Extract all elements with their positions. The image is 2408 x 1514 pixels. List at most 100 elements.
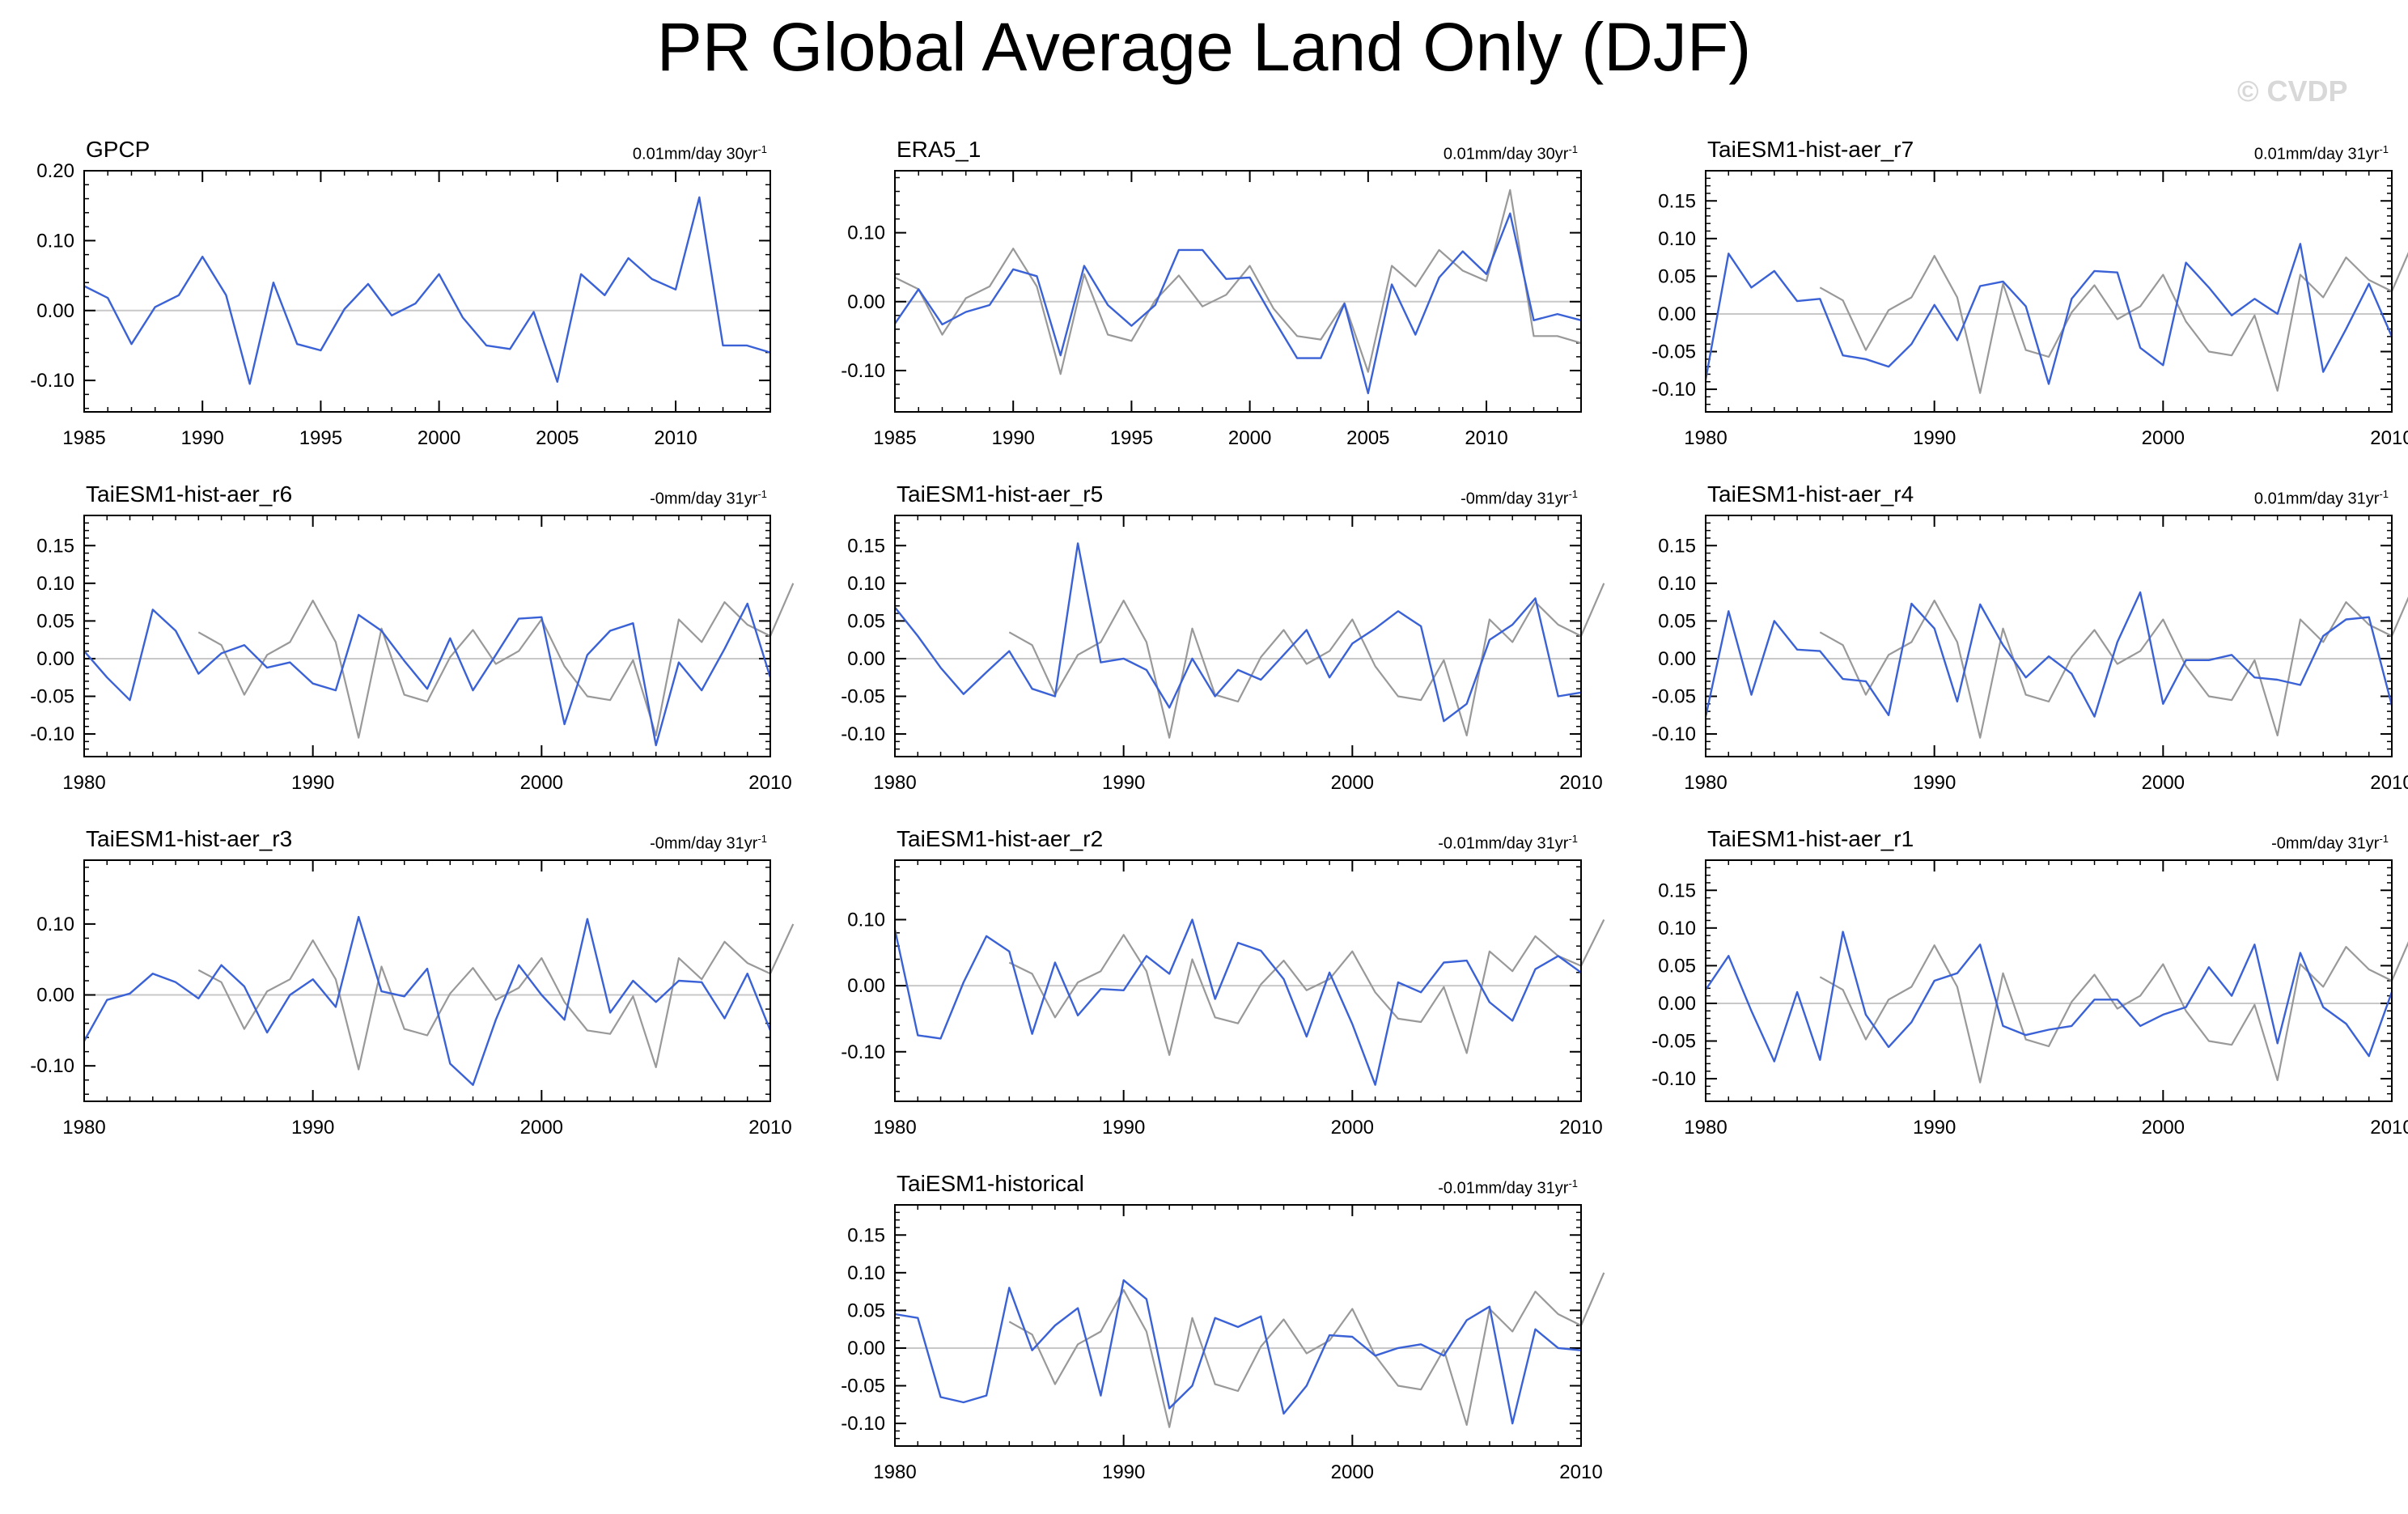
y-tick-label: 0.10 — [1658, 573, 1696, 595]
trend-value: -0mm/day 31yr — [650, 490, 758, 508]
y-tick-label: -0.10 — [1651, 379, 1696, 401]
panel-plot: -0.10 -0.05 0.00 0.05 0.10 0.15 1980 1990 2000 20… — [841, 1204, 1605, 1483]
y-tick-label: -0.10 — [30, 1055, 74, 1077]
y-tick-label: -0.10 — [30, 370, 74, 392]
y-tick-label: -0.05 — [1651, 341, 1696, 363]
panel-trend-label: -0mm/day 31yr-1 — [443, 833, 767, 854]
reference-series-line — [1819, 252, 2408, 394]
model-series-line — [1704, 591, 2393, 718]
x-tick-label: 2010 — [1465, 427, 1507, 449]
panel-title: TaiESM1-historical — [897, 1171, 1084, 1196]
y-tick-label: -0.10 — [841, 360, 885, 382]
y-tick-label: -0.05 — [1651, 686, 1696, 708]
x-tick-label: 2010 — [2370, 772, 2408, 794]
y-tick-label: 0.05 — [847, 610, 885, 632]
x-tick-label: 1990 — [1913, 427, 1956, 449]
trend-value: 0.01mm/day 31yr — [2253, 145, 2380, 163]
trend-exponent: -1 — [2379, 833, 2389, 845]
x-tick-label: 2010 — [1559, 1461, 1602, 1483]
panel-title: TaiESM1-hist-aer_r7 — [1707, 137, 1914, 162]
y-tick-label: 0.10 — [847, 1262, 885, 1284]
y-tick-label: 0.05 — [1658, 955, 1696, 977]
panel-plot: -0.10 0.00 0.10 0.20 1985 1990 1995 2000 2005 201… — [30, 160, 771, 449]
y-tick-label: -0.10 — [1651, 723, 1696, 745]
x-tick-label: 2010 — [2370, 1117, 2408, 1139]
plot-frame — [894, 1204, 1582, 1447]
panel-title: TaiESM1-hist-aer_r3 — [86, 826, 293, 851]
x-tick-label: 2000 — [520, 1117, 563, 1139]
plot-frame — [1705, 170, 2393, 413]
panel-plot: -0.10 -0.05 0.00 0.05 0.10 0.15 1980 1990 2000 20… — [30, 515, 795, 794]
y-tick-label: 0.05 — [1658, 265, 1696, 287]
x-tick-label: 1980 — [1684, 772, 1727, 794]
panel-title: TaiESM1-hist-aer_r4 — [1707, 481, 1914, 507]
main-title: PR Global Average Land Only (DJF) — [656, 9, 1752, 85]
x-tick-label: 1990 — [181, 427, 224, 449]
model-series-line — [893, 918, 1582, 1086]
panel-trend-label: -0mm/day 31yr-1 — [443, 488, 767, 509]
plot-frame — [83, 515, 771, 757]
y-tick-label: 0.20 — [36, 160, 74, 182]
x-tick-label: 1990 — [1102, 1117, 1145, 1139]
y-tick-label: 0.15 — [36, 535, 74, 557]
x-tick-label: 1990 — [1102, 1461, 1145, 1483]
trend-exponent: -1 — [2379, 488, 2389, 500]
trend-value: 0.01mm/day 30yr — [632, 145, 758, 163]
y-tick-label: -0.05 — [1651, 1031, 1696, 1053]
trend-value: -0mm/day 31yr — [650, 834, 758, 853]
panel-trend-label: -0.01mm/day 31yr-1 — [1254, 833, 1578, 854]
x-tick-label: 1980 — [1684, 1117, 1727, 1139]
panel-plot: -0.10 -0.05 0.00 0.05 0.10 0.15 1980 1990 2000 20… — [1651, 170, 2408, 449]
x-tick-label: 2010 — [748, 1117, 791, 1139]
y-tick-label: 0.10 — [847, 909, 885, 931]
y-tick-label: 0.15 — [1658, 190, 1696, 212]
model-series-line — [1704, 243, 2393, 385]
y-tick-label: 0.00 — [36, 300, 74, 322]
reference-series-line — [894, 189, 1582, 375]
reference-series-line — [1008, 1272, 1605, 1428]
y-tick-label: 0.05 — [847, 1300, 885, 1321]
y-tick-label: 0.15 — [1658, 880, 1696, 901]
plot-frame — [894, 515, 1582, 757]
y-tick-label: -0.10 — [841, 1413, 885, 1435]
x-tick-label: 2010 — [1559, 1117, 1602, 1139]
panel-trend-label: -0mm/day 31yr-1 — [2065, 833, 2389, 854]
panel-trend-label: -0mm/day 31yr-1 — [1254, 488, 1578, 509]
y-tick-label: 0.10 — [847, 223, 885, 244]
trend-exponent: -1 — [1568, 1177, 1578, 1190]
x-tick-label: 2005 — [1346, 427, 1389, 449]
trend-exponent: -1 — [757, 833, 767, 845]
plot-frame — [83, 859, 771, 1102]
y-tick-label: 0.00 — [847, 1338, 885, 1359]
y-tick-label: -0.05 — [30, 686, 74, 708]
y-tick-label: 0.10 — [36, 573, 74, 595]
y-tick-label: 0.00 — [1658, 993, 1696, 1015]
x-tick-label: 2010 — [1559, 772, 1602, 794]
y-tick-label: 0.15 — [847, 1224, 885, 1246]
y-tick-label: 0.00 — [847, 291, 885, 313]
model-series-line — [83, 602, 772, 747]
y-tick-label: -0.05 — [841, 686, 885, 708]
y-tick-label: -0.10 — [30, 723, 74, 745]
y-tick-label: 0.15 — [1658, 535, 1696, 557]
reference-series-line — [1008, 583, 1605, 739]
y-tick-label: -0.10 — [1651, 1068, 1696, 1090]
x-tick-label: 2005 — [536, 427, 579, 449]
x-tick-label: 2000 — [418, 427, 460, 449]
x-tick-label: 2010 — [2370, 427, 2408, 449]
y-tick-label: 0.00 — [1658, 648, 1696, 670]
y-tick-label: 0.10 — [1658, 228, 1696, 250]
y-tick-label: 0.10 — [36, 230, 74, 252]
x-tick-label: 1990 — [1913, 1117, 1956, 1139]
y-tick-label: 0.00 — [847, 975, 885, 997]
x-tick-label: 2000 — [2142, 772, 2185, 794]
panel-trend-label: 0.01mm/day 30yr-1 — [1254, 143, 1578, 164]
panel-title: TaiESM1-hist-aer_r1 — [1707, 826, 1914, 851]
plot-frame — [1705, 515, 2393, 757]
x-tick-label: 1990 — [291, 772, 334, 794]
panel-title: TaiESM1-hist-aer_r6 — [86, 481, 293, 507]
panel-plot: -0.10 -0.05 0.00 0.05 0.10 0.15 1980 1990 2000 20… — [1651, 859, 2408, 1139]
y-tick-label: 0.15 — [847, 535, 885, 557]
panel-plot: -0.10 0.00 0.10 1980 1990 2000 2010 — [841, 859, 1605, 1139]
